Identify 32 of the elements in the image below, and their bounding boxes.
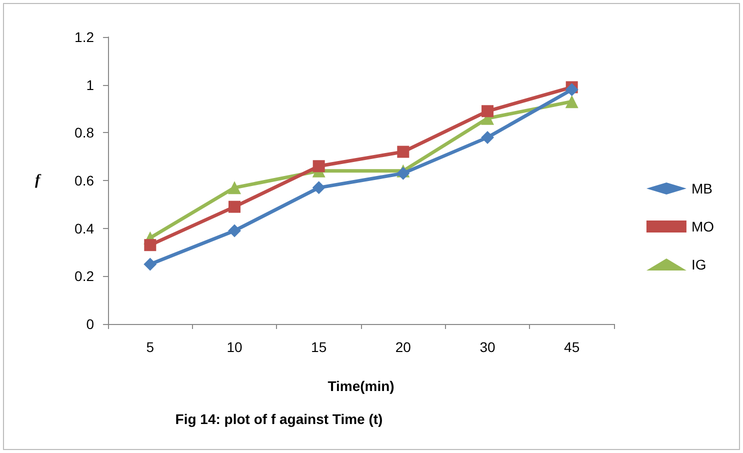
point: [482, 105, 494, 118]
x-tick-label: 5: [146, 339, 154, 355]
x-tick-label: 30: [480, 339, 496, 355]
point: [397, 146, 410, 158]
point: [312, 181, 326, 194]
y-tick-label: 0: [86, 316, 94, 332]
y-tick-label: 0.4: [74, 220, 94, 236]
point: [228, 181, 241, 194]
y-axis-title: f: [35, 172, 42, 188]
point: [228, 200, 240, 213]
y-tick-label: 0.2: [74, 268, 94, 284]
point: [565, 83, 578, 96]
point: [144, 239, 156, 252]
x-tick-label: 15: [311, 339, 327, 355]
point: [228, 224, 241, 238]
point: [396, 166, 410, 180]
x-tick-label: 20: [395, 339, 412, 355]
x-axis-title: Time(min): [328, 378, 394, 394]
y-tick-label: 0.8: [74, 124, 94, 141]
legend-label: IG: [691, 256, 706, 272]
text: Fig 14: plot of f against Time (t): [175, 411, 383, 427]
y-tick-label: 0.6: [74, 172, 94, 188]
point: [312, 160, 325, 172]
x-tick-label: 45: [564, 339, 580, 355]
point: [565, 95, 578, 108]
point: [144, 258, 157, 271]
legend-label: MB: [691, 180, 712, 196]
y-tick-label: 1: [86, 76, 94, 93]
y-tick-label: 1.2: [74, 29, 94, 45]
legend-label: MO: [691, 218, 714, 234]
x-tick-label: 10: [226, 339, 242, 355]
point: [481, 130, 494, 144]
